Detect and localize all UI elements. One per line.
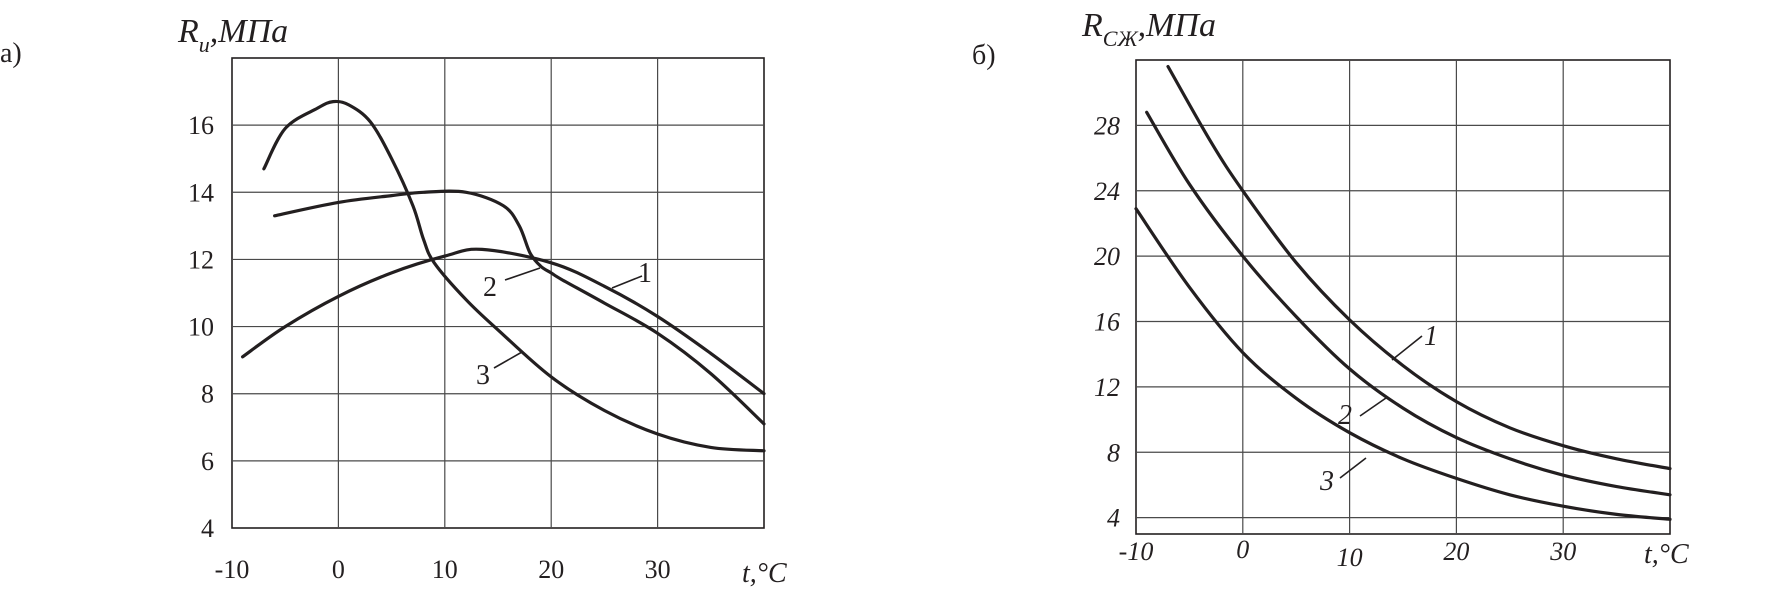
panel-b-x-tick-label: -10 bbox=[1119, 537, 1154, 566]
panel-b-x-tick-label: 20 bbox=[1443, 537, 1469, 566]
panel-b-y-tick-label: 4 bbox=[1107, 504, 1120, 533]
panel-a-leader-2 bbox=[504, 267, 541, 281]
panel-a-x-tick-label: 0 bbox=[332, 555, 345, 584]
panel-b-y-tick-label: 24 bbox=[1094, 177, 1120, 206]
panel-a-x-tick-label: -10 bbox=[215, 555, 250, 584]
panel-b-y-tick-label: 8 bbox=[1107, 438, 1120, 467]
panel-a-curve-label-2: 2 bbox=[483, 272, 497, 303]
panel-a-x-tick-label: 30 bbox=[645, 555, 671, 584]
panel-b-label: б) bbox=[972, 40, 996, 71]
panel-b-ylabel: RСЖ,МПа bbox=[1081, 7, 1216, 51]
panel-b-series-line-3 bbox=[1134, 207, 1672, 521]
panel-a-series-line-1 bbox=[241, 247, 766, 396]
panel-a-ylabel-sub: и bbox=[199, 32, 210, 57]
panel-b-leader-1 bbox=[1391, 335, 1423, 361]
panel-b-ylabel-main: R bbox=[1081, 7, 1103, 44]
chart-panel-a: а) Rи,МПа -10 0 10 20 30 4 6 8 10 12 14 16 t,°C 1 2… bbox=[0, 13, 787, 589]
panel-a-y-tick-label: 8 bbox=[201, 380, 214, 409]
panel-b-grid bbox=[1136, 60, 1670, 534]
panel-a-ylabel: Rи,МПа bbox=[177, 13, 288, 57]
panel-a-curve-label-3: 3 bbox=[476, 360, 490, 391]
panel-b-plot-frame bbox=[1135, 59, 1671, 535]
panel-a-grid bbox=[232, 58, 764, 528]
panel-a-series-line-2 bbox=[273, 189, 766, 426]
panel-a-y-tick-label: 14 bbox=[188, 178, 214, 207]
panel-a-y-tick-label: 16 bbox=[188, 111, 214, 140]
panel-a-y-tick-label: 6 bbox=[201, 447, 214, 476]
panel-b-y-tick-label: 16 bbox=[1094, 308, 1120, 337]
panel-a-y-tick-label: 10 bbox=[188, 313, 214, 342]
panel-b-ylabel-sub: СЖ bbox=[1103, 26, 1139, 51]
panel-b-curves bbox=[1134, 64, 1672, 521]
panel-a-x-tick-label: 20 bbox=[538, 555, 564, 584]
panel-b-xlabel: t,°C bbox=[1644, 539, 1689, 570]
panel-b-curve-label-2: 2 bbox=[1338, 400, 1352, 431]
panel-a-leader-1 bbox=[611, 275, 643, 289]
panel-a-xlabel: t,°C bbox=[742, 558, 787, 589]
panel-a-label: а) bbox=[0, 38, 22, 69]
panel-a-leader-3 bbox=[493, 351, 523, 369]
panel-b-curve-label-3: 3 bbox=[1319, 466, 1334, 497]
panel-a-y-tick-label: 4 bbox=[201, 514, 214, 543]
panel-a-curves bbox=[241, 99, 766, 453]
panel-b-leader-3 bbox=[1339, 457, 1367, 479]
panel-b-ylabel-unit: ,МПа bbox=[1138, 7, 1216, 44]
panel-b-y-tick-label: 20 bbox=[1094, 242, 1120, 271]
panel-a-ylabel-main: R bbox=[177, 13, 199, 50]
panel-b-series-line-2 bbox=[1145, 110, 1672, 497]
panel-b-y-tick-label: 28 bbox=[1094, 111, 1120, 140]
panel-a-ylabel-unit: ,МПа bbox=[210, 13, 288, 50]
panel-a-curve-label-1: 1 bbox=[638, 258, 652, 289]
panel-b-x-tick-label: 0 bbox=[1236, 535, 1249, 564]
panel-b-curve-label-1: 1 bbox=[1424, 321, 1438, 352]
panel-a-series-line-3 bbox=[262, 99, 766, 453]
panel-b-x-tick-label: 30 bbox=[1549, 537, 1576, 566]
panel-a-plot-frame bbox=[231, 57, 765, 529]
panel-a-y-tick-label: 12 bbox=[188, 245, 214, 274]
panel-b-leader-2 bbox=[1359, 397, 1387, 417]
panel-b-y-tick-label: 12 bbox=[1094, 373, 1120, 402]
panel-a-x-tick-label: 10 bbox=[432, 555, 458, 584]
panel-b-x-tick-label: 10 bbox=[1337, 543, 1363, 572]
